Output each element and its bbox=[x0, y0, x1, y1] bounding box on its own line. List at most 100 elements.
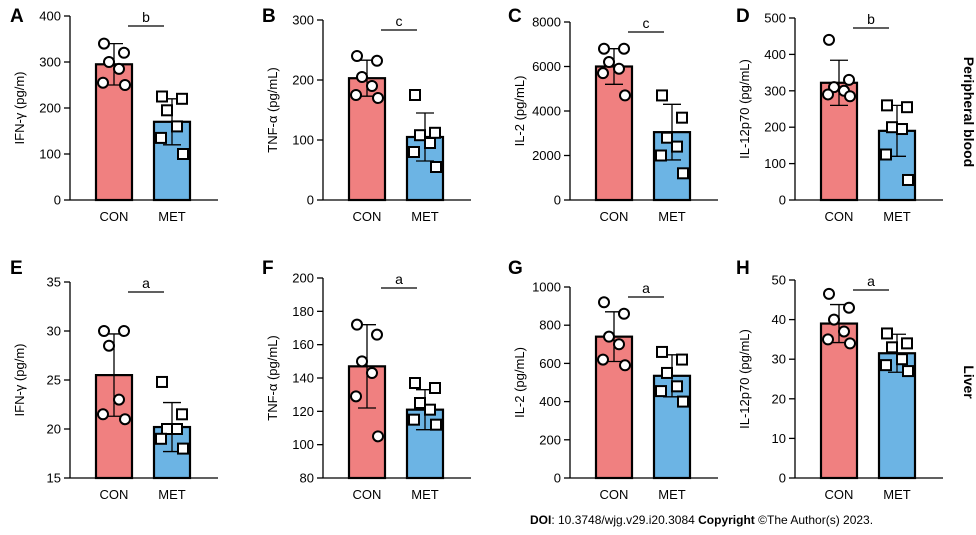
data-point-con-f bbox=[350, 390, 362, 403]
data-point-con-b bbox=[351, 50, 363, 62]
data-point-met-c bbox=[671, 140, 683, 153]
data-point-met-d bbox=[881, 99, 893, 112]
data-point-met-b bbox=[408, 146, 420, 158]
data-point-con-h bbox=[823, 287, 835, 300]
data-point-met-f bbox=[430, 418, 442, 431]
data-point-con-e bbox=[118, 325, 130, 337]
panel-label-f: F bbox=[262, 258, 274, 279]
significance-label-f: a bbox=[395, 271, 403, 287]
data-point-met-g bbox=[676, 353, 688, 366]
data-point-met-c bbox=[655, 149, 667, 162]
doi-text: : 10.3748/wjg.v29.i20.3084 bbox=[551, 513, 695, 527]
data-point-met-d bbox=[902, 173, 914, 186]
category-label-con-f: CON bbox=[353, 487, 382, 502]
y-tick-label-f: 200 bbox=[292, 271, 314, 286]
doi-label: DOI bbox=[530, 513, 552, 527]
data-point-met-f bbox=[424, 403, 436, 416]
data-point-met-f bbox=[409, 377, 421, 389]
y-tick-label-e: 30 bbox=[47, 324, 61, 339]
y-tick-label-e: 25 bbox=[47, 373, 61, 388]
data-point-con-d bbox=[843, 73, 855, 86]
data-point-met-g bbox=[655, 385, 667, 398]
data-point-con-a bbox=[119, 79, 131, 91]
data-point-met-e bbox=[155, 432, 167, 445]
panel-label-e: E bbox=[10, 258, 23, 279]
data-point-met-d bbox=[901, 101, 913, 114]
y-tick-label-g: 200 bbox=[539, 432, 561, 447]
y-tick-label-a: 100 bbox=[39, 147, 61, 162]
category-label-met-f: MET bbox=[411, 487, 439, 502]
row-label-peripheral-blood: Peripheral blood bbox=[961, 57, 976, 167]
y-tick-label-f: 140 bbox=[292, 371, 314, 386]
data-point-met-b bbox=[414, 129, 426, 142]
data-point-met-b bbox=[409, 89, 421, 101]
category-label-con-b: CON bbox=[353, 209, 382, 224]
category-label-con-g: CON bbox=[600, 487, 629, 502]
data-point-met-d bbox=[880, 148, 892, 161]
panel-label-h: H bbox=[736, 258, 750, 279]
data-point-con-f bbox=[351, 318, 363, 331]
y-tick-label-e: 15 bbox=[47, 471, 61, 486]
data-point-con-b bbox=[366, 80, 378, 92]
data-point-con-g bbox=[603, 330, 615, 343]
y-tick-label-h: 40 bbox=[772, 312, 786, 327]
y-tick-label-c: 6000 bbox=[532, 59, 561, 74]
bar-met-d bbox=[877, 129, 917, 202]
y-tick-label-h: 0 bbox=[779, 471, 786, 486]
panel-label-d: D bbox=[736, 6, 750, 27]
row-label-liver: Liver bbox=[961, 365, 976, 399]
data-point-met-g bbox=[661, 366, 673, 379]
category-label-con-h: CON bbox=[825, 487, 854, 502]
y-tick-label-b: 100 bbox=[292, 133, 314, 148]
data-point-met-c bbox=[656, 89, 668, 102]
data-point-con-d bbox=[823, 33, 835, 46]
category-label-met-b: MET bbox=[411, 209, 439, 224]
copyright-label: Copyright bbox=[698, 513, 755, 527]
y-tick-label-a: 300 bbox=[39, 55, 61, 70]
panel-label-c: C bbox=[508, 6, 522, 27]
data-point-con-a bbox=[98, 37, 110, 50]
data-point-con-e bbox=[103, 339, 115, 352]
data-point-met-b bbox=[424, 137, 436, 149]
data-point-con-a bbox=[118, 46, 130, 59]
y-tick-label-g: 400 bbox=[539, 394, 561, 409]
significance-label-b: c bbox=[396, 13, 403, 29]
panel-label-b: B bbox=[262, 6, 276, 27]
y-axis-title-a: IFN-γ (pg/m) bbox=[12, 72, 27, 145]
category-label-met-d: MET bbox=[883, 209, 911, 224]
data-point-met-h bbox=[881, 327, 893, 340]
y-tick-label-a: 0 bbox=[54, 193, 61, 208]
data-point-con-e bbox=[119, 413, 131, 426]
data-point-met-h bbox=[886, 341, 898, 354]
y-axis-title-e: IFN-γ (pg/m) bbox=[12, 344, 27, 417]
data-point-met-g bbox=[656, 345, 668, 358]
data-point-met-c bbox=[676, 111, 688, 124]
data-point-con-f bbox=[356, 355, 368, 368]
data-point-met-a bbox=[176, 92, 188, 105]
y-tick-label-d: 0 bbox=[779, 193, 786, 208]
data-point-con-g bbox=[613, 338, 625, 351]
category-label-con-d: CON bbox=[825, 209, 854, 224]
y-tick-label-f: 120 bbox=[292, 404, 314, 419]
y-axis-title-d: IL-12p70 (pg/mL) bbox=[737, 59, 752, 159]
y-tick-label-d: 300 bbox=[764, 83, 786, 98]
data-point-met-g bbox=[671, 380, 683, 393]
data-point-met-e bbox=[177, 442, 189, 455]
y-tick-label-b: 0 bbox=[307, 193, 314, 208]
data-point-con-c bbox=[603, 56, 615, 69]
bar-con-c bbox=[594, 65, 634, 202]
data-point-con-c bbox=[613, 62, 625, 75]
y-tick-label-f: 80 bbox=[300, 471, 314, 486]
data-point-met-a bbox=[171, 120, 183, 133]
category-label-met-g: MET bbox=[658, 487, 686, 502]
y-tick-label-d: 500 bbox=[764, 11, 786, 26]
data-point-con-f bbox=[372, 430, 384, 443]
data-point-con-h bbox=[843, 301, 855, 314]
category-label-con-e: CON bbox=[100, 487, 129, 502]
data-point-con-c bbox=[619, 89, 631, 102]
y-tick-label-a: 200 bbox=[39, 101, 61, 116]
data-point-con-b bbox=[371, 54, 383, 67]
data-point-con-a bbox=[97, 76, 109, 89]
data-point-met-h bbox=[896, 353, 908, 366]
y-tick-label-d: 100 bbox=[764, 156, 786, 171]
